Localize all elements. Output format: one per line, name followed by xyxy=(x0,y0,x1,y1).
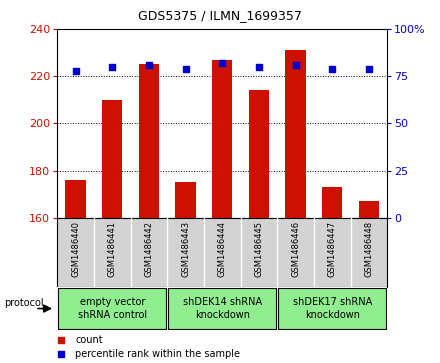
Text: count: count xyxy=(75,335,103,346)
Point xyxy=(219,60,226,66)
Point xyxy=(109,64,116,70)
Point xyxy=(365,66,372,72)
Point xyxy=(249,289,256,295)
Text: protocol: protocol xyxy=(4,298,44,308)
Point xyxy=(249,170,256,176)
Bar xyxy=(359,201,379,218)
Point xyxy=(292,62,299,68)
Text: empty vector
shRNA control: empty vector shRNA control xyxy=(77,297,147,320)
Bar xyxy=(322,187,342,218)
Point xyxy=(72,68,79,73)
Text: GSM1486442: GSM1486442 xyxy=(144,221,154,277)
Text: percentile rank within the sample: percentile rank within the sample xyxy=(75,348,240,359)
Text: GSM1486444: GSM1486444 xyxy=(218,221,227,277)
Bar xyxy=(102,100,122,218)
Text: GSM1486446: GSM1486446 xyxy=(291,221,300,277)
Text: shDEK17 shRNA
knockdown: shDEK17 shRNA knockdown xyxy=(293,297,372,320)
Bar xyxy=(139,65,159,218)
Bar xyxy=(168,287,276,330)
Point xyxy=(145,62,152,68)
Bar xyxy=(66,180,86,218)
Text: GSM1486447: GSM1486447 xyxy=(328,221,337,277)
Bar xyxy=(176,182,196,218)
Text: GSM1486441: GSM1486441 xyxy=(108,221,117,277)
Text: GSM1486440: GSM1486440 xyxy=(71,221,80,277)
Text: shDEK14 shRNA
knockdown: shDEK14 shRNA knockdown xyxy=(183,297,262,320)
Text: GSM1486448: GSM1486448 xyxy=(364,221,374,277)
Text: GSM1486443: GSM1486443 xyxy=(181,221,190,277)
Text: GSM1486445: GSM1486445 xyxy=(254,221,264,277)
Bar xyxy=(58,287,166,330)
Point xyxy=(182,66,189,72)
Bar xyxy=(249,90,269,218)
Bar xyxy=(278,287,386,330)
Text: GDS5375 / ILMN_1699357: GDS5375 / ILMN_1699357 xyxy=(138,9,302,22)
Bar xyxy=(286,50,306,218)
Bar xyxy=(212,60,232,218)
Point xyxy=(255,64,262,70)
Point xyxy=(329,66,336,72)
